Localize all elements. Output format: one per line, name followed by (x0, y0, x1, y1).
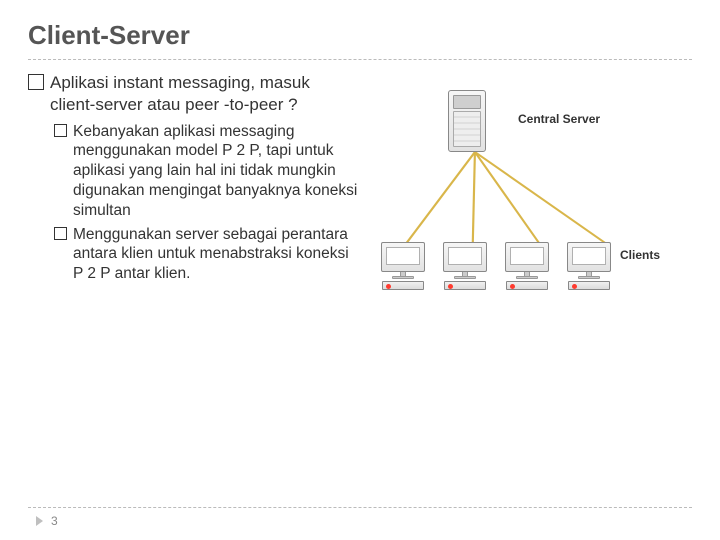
sub-bullet-list: Kebanyakan aplikasi messaging menggunaka… (54, 122, 358, 285)
monitor-icon (443, 242, 487, 272)
connection-line (473, 152, 475, 244)
monitor-base (516, 276, 538, 279)
client-icon (564, 242, 614, 290)
monitor-icon (567, 242, 611, 272)
cpu-icon (568, 281, 610, 290)
monitor-base (578, 276, 600, 279)
slide-title: Client-Server (28, 20, 692, 51)
monitor-icon (381, 242, 425, 272)
content-row: Aplikasi instant messaging, masuk client… (28, 72, 692, 332)
clients-label: Clients (620, 248, 660, 262)
server-tower (448, 90, 486, 152)
text-column: Aplikasi instant messaging, masuk client… (28, 72, 358, 332)
monitor-base (392, 276, 414, 279)
bullet-level-2: Kebanyakan aplikasi messaging menggunaka… (54, 122, 358, 221)
bullet-text: Kebanyakan aplikasi messaging menggunaka… (73, 122, 358, 221)
monitor-icon (505, 242, 549, 272)
cpu-icon (444, 281, 486, 290)
cpu-icon (506, 281, 548, 290)
bullet-level-2: Menggunakan server sebagai perantara ant… (54, 225, 358, 284)
triangle-icon (36, 516, 43, 526)
footer: 3 (36, 514, 58, 528)
connection-line (475, 152, 540, 244)
footer-divider (28, 507, 692, 508)
diagram-wires (368, 72, 692, 332)
bullet-text: Menggunakan server sebagai perantara ant… (73, 225, 358, 284)
diagram: Central Server Clients (368, 72, 692, 332)
connection-line (406, 152, 475, 244)
bullet-level-1: Aplikasi instant messaging, masuk client… (28, 72, 358, 116)
title-divider (28, 59, 692, 60)
square-bullet-icon (54, 227, 67, 240)
server-label: Central Server (518, 112, 600, 126)
cpu-icon (382, 281, 424, 290)
client-icon (502, 242, 552, 290)
square-bullet-icon (28, 74, 44, 90)
client-icon (378, 242, 428, 290)
server-icon (448, 90, 486, 152)
monitor-base (454, 276, 476, 279)
page-number: 3 (51, 514, 58, 528)
client-icon (440, 242, 490, 290)
square-bullet-icon (54, 124, 67, 137)
bullet-text: Aplikasi instant messaging, masuk client… (50, 72, 358, 116)
slide: Client-Server Aplikasi instant messaging… (0, 0, 720, 332)
connection-line (475, 152, 607, 244)
